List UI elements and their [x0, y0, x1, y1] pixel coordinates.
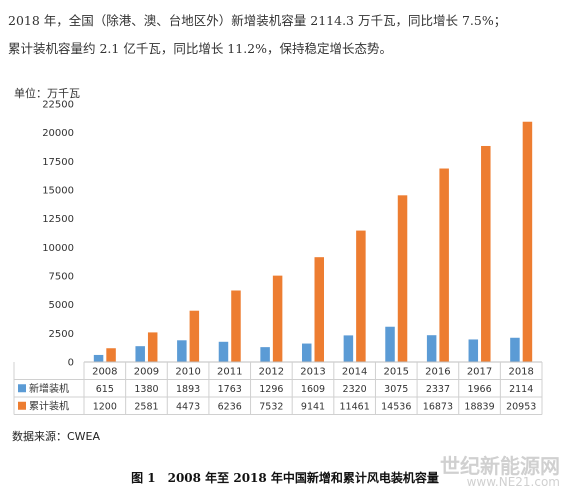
table-cell-value: 2320 — [343, 384, 367, 395]
x-tick-label: 2013 — [300, 366, 325, 377]
watermark-url: www.NE21.com — [466, 475, 560, 489]
table-cell-value: 11461 — [340, 401, 370, 412]
bar-cumulative-installed — [189, 310, 200, 362]
x-tick-label: 2014 — [342, 366, 367, 377]
legend-entry: 累计装机 — [29, 399, 69, 412]
bar-cumulative-installed — [397, 195, 408, 362]
bar-new-installed — [468, 339, 479, 362]
x-tick-label: 2015 — [384, 366, 409, 377]
bar-new-installed — [385, 326, 395, 362]
y-tick-label: 5000 — [49, 300, 74, 311]
bar-new-installed — [510, 337, 520, 362]
bar-cumulative-installed — [439, 168, 449, 362]
bar-new-installed — [177, 340, 187, 362]
table-cell-value: 615 — [96, 384, 114, 395]
bar-cumulative-installed — [147, 332, 158, 362]
watermark-name: 世纪新能源网 — [440, 454, 560, 478]
bar-new-installed — [426, 335, 437, 362]
bar-cumulative-installed — [231, 290, 241, 362]
x-tick-label: 2010 — [175, 366, 200, 377]
table-cell-value: 9141 — [301, 401, 325, 412]
x-tick-label: 2016 — [425, 366, 450, 377]
table-cell-value: 2581 — [134, 401, 158, 412]
table-cell-value: 1609 — [301, 384, 325, 395]
y-tick-label: 2500 — [49, 329, 74, 340]
table-cell-value: 16873 — [423, 401, 453, 412]
x-tick-label: 2017 — [467, 366, 492, 377]
table-cell-value: 1200 — [93, 401, 117, 412]
bar-cumulative-installed — [106, 348, 116, 362]
table-cell-value: 18839 — [464, 401, 494, 412]
bar-cumulative-installed — [522, 121, 533, 363]
bar-new-installed — [343, 335, 354, 362]
legend-entry: 新增装机 — [29, 382, 69, 395]
watermark: 世纪新能源网 www.NE21.com — [440, 456, 560, 488]
legend-swatch — [18, 401, 26, 410]
x-tick-label: 2018 — [508, 366, 533, 377]
x-tick-label: 2009 — [134, 366, 159, 377]
figure-caption: 图 1 2008 年至 2018 年中国新增和累计风电装机容量 — [131, 471, 439, 485]
table-cell-value: 1296 — [259, 384, 283, 395]
bar-new-installed — [135, 346, 145, 362]
bar-new-installed — [302, 343, 312, 362]
table-cell-value: 14536 — [381, 401, 411, 412]
table-cell-value: 3075 — [384, 384, 408, 395]
bars — [93, 121, 533, 363]
y-tick-label: 7500 — [49, 272, 74, 283]
bar-cumulative-installed — [481, 145, 491, 362]
bar-cumulative-installed — [314, 257, 324, 362]
y-tick-label: 20000 — [42, 128, 74, 139]
bar-cumulative-installed — [356, 230, 366, 362]
bar-cumulative-installed — [272, 275, 283, 362]
x-tick-label: 2012 — [259, 366, 284, 377]
y-tick-label: 0 — [68, 358, 74, 369]
unit-label: 单位：万千瓦 — [14, 86, 80, 100]
x-tick-label: 2011 — [217, 366, 242, 377]
table-cell-value: 7532 — [259, 401, 283, 412]
table-cell-value: 2337 — [426, 384, 450, 395]
table-cell-value: 20953 — [506, 401, 536, 412]
y-axis: 0 2500 5000 7500 10000 12500 15000 17500 20000 22… — [42, 100, 74, 369]
bar-new-installed — [218, 341, 229, 362]
table-cell-value: 1380 — [134, 384, 158, 395]
x-tick-label: 2008 — [92, 366, 117, 377]
table-cell-value: 1893 — [176, 384, 200, 395]
bar-new-installed — [260, 347, 270, 362]
table-cell-value: 2114 — [509, 384, 533, 395]
bar-new-installed — [93, 354, 104, 362]
y-tick-label: 17500 — [42, 157, 74, 168]
y-tick-label: 15000 — [42, 186, 74, 197]
table-cell-value: 4473 — [176, 401, 200, 412]
intro-line-2: 累计装机容量约 2.1 亿千瓦，同比增长 11.2%，保持稳定增长态势。 — [8, 41, 393, 56]
data-source: 数据来源：CWEA — [12, 430, 101, 443]
intro-line-1: 2018 年，全国（除港、澳、台地区外）新增装机容量 2114.3 万千瓦，同比… — [8, 13, 507, 28]
y-tick-label: 10000 — [42, 243, 74, 254]
table-cell-value: 1966 — [467, 384, 491, 395]
y-tick-label: 22500 — [42, 100, 74, 111]
y-tick-label: 12500 — [42, 214, 74, 225]
data-table: 2008 2009 2010 2011 2012 2013 2014 2015 2016 2017… — [13, 362, 543, 415]
table-cell-value: 6236 — [218, 401, 242, 412]
bar-chart: 单位：万千瓦 0 2500 5000 7500 10000 12500 15000 17500… — [13, 86, 543, 415]
table-cell-value: 1763 — [218, 384, 242, 395]
legend-swatch — [18, 384, 26, 393]
